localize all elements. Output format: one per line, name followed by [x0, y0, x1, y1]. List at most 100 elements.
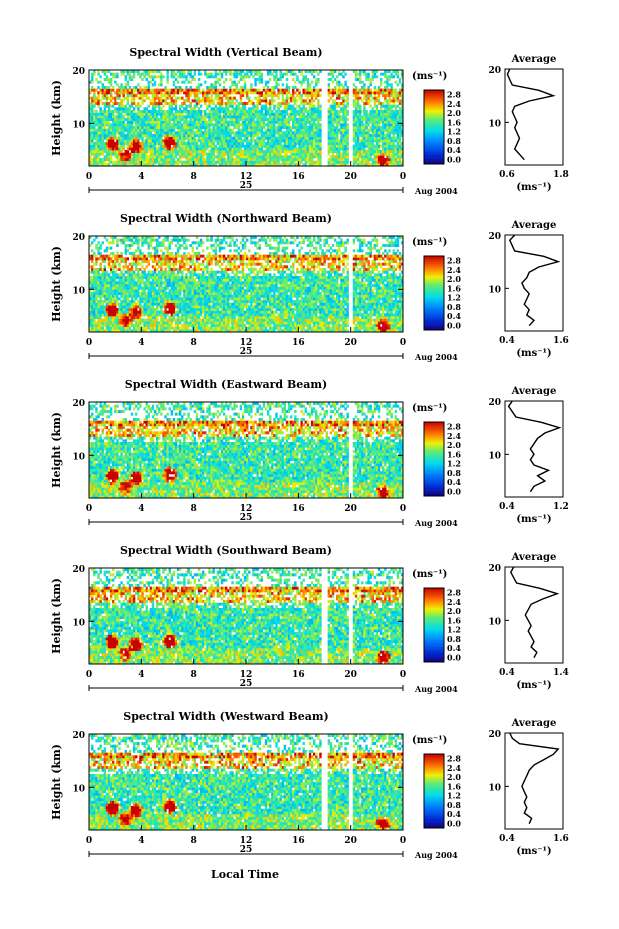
heatmap-cell [124, 107, 127, 111]
heatmap-cell [105, 310, 109, 314]
heatmap-cell [384, 99, 387, 103]
heatmap-cell [356, 158, 360, 161]
heatmap-cell [333, 110, 337, 113]
heatmap-cell [306, 96, 310, 100]
heatmap-cell [95, 262, 98, 266]
heatmap-cell [160, 75, 163, 79]
heatmap-cell [296, 110, 299, 113]
heatmap-cell [193, 126, 197, 129]
heatmap-cell [262, 112, 266, 116]
heatmap-cell [153, 115, 157, 119]
heatmap-cell [143, 91, 146, 95]
heatmap-cell [273, 120, 276, 124]
heatmap-cell [210, 88, 213, 92]
heatmap-cell [340, 126, 343, 129]
heatmap-cell [287, 86, 291, 89]
heatmap-cell [227, 91, 230, 95]
heatmap-cell [116, 260, 119, 263]
heatmap-cell [237, 144, 241, 148]
heatmap-cell [354, 128, 358, 132]
heatmap-cell [103, 70, 107, 73]
heatmap-cell [306, 155, 310, 159]
heatmap-cell [279, 139, 282, 143]
heatmap-cell [386, 118, 389, 121]
heatmap-cell [258, 126, 261, 129]
heatmap-cell [256, 128, 259, 132]
heatmap-cell [164, 86, 167, 89]
heatmap-cell [210, 102, 213, 105]
heatmap-cell [130, 104, 134, 108]
heatmap-cell [379, 158, 383, 161]
heatmap-cell [262, 152, 266, 156]
heatmap-cell [197, 160, 201, 164]
heatmap-cell [218, 144, 222, 148]
heatmap-cell [254, 163, 257, 167]
heatmap-cell [91, 276, 94, 279]
heatmap-cell [109, 265, 113, 269]
heatmap-cell [371, 78, 374, 81]
heatmap-cell [281, 99, 284, 103]
heatmap-cell [162, 120, 165, 124]
heatmap-cell [107, 326, 111, 330]
heatmap-cell [390, 72, 393, 76]
heatmap-cell [252, 91, 255, 95]
heatmap-cell [214, 136, 217, 140]
heatmap-cell [235, 112, 238, 116]
heatmap-cell [363, 142, 366, 145]
colorbar-segment [424, 124, 444, 126]
heatmap-cell [204, 126, 207, 129]
heatmap-cell [308, 142, 312, 145]
heatmap-cell [371, 70, 374, 73]
heatmap-cell [354, 155, 358, 159]
heatmap-cell [118, 139, 121, 143]
heatmap-cell [99, 118, 102, 121]
heatmap-cell [235, 118, 238, 121]
panel-title: Spectral Width (Vertical Beam) [129, 46, 322, 59]
heatmap-cell [279, 163, 282, 167]
heatmap-cell [231, 72, 234, 76]
heatmap-cell [382, 144, 385, 148]
heatmap-cell [97, 112, 100, 116]
heatmap-cell [390, 115, 393, 119]
heatmap-cell [289, 160, 293, 164]
heatmap-cell [132, 260, 136, 263]
heatmap-cell [97, 144, 100, 148]
heatmap-cell [248, 110, 251, 113]
heatmap-cell [181, 80, 184, 84]
heatmap-cell [388, 120, 391, 124]
heatmap-cell [107, 297, 111, 301]
heatmap-cell [258, 118, 261, 121]
heatmap-cell [386, 104, 389, 108]
heatmap-cell [392, 118, 395, 121]
heatmap-cell [336, 163, 339, 167]
heatmap-cell [367, 75, 370, 79]
heatmap-cell [135, 158, 138, 161]
heatmap-cell [277, 152, 280, 156]
heatmap-cell [114, 126, 117, 129]
heatmap-cell [235, 123, 238, 127]
heatmap-cell [174, 78, 178, 81]
heatmap-cell [176, 147, 180, 151]
heatmap-cell [248, 88, 251, 92]
heatmap-cell [162, 94, 165, 97]
heatmap-cell [112, 324, 115, 327]
heatmap-cell [384, 123, 387, 127]
heatmap-cell [174, 142, 178, 145]
heatmap-cell [132, 292, 136, 295]
heatmap-cell [396, 83, 400, 87]
heatmap-cell [281, 75, 284, 79]
heatmap-cell [342, 107, 345, 111]
heatmap-cell [271, 123, 274, 127]
heatmap-cell [103, 289, 107, 293]
heatmap-cell [400, 126, 404, 129]
heatmap-cell [164, 126, 167, 129]
heatmap-cell [283, 134, 287, 137]
heatmap-cell [107, 324, 111, 327]
colorbar-tick-label: 1.6 [447, 117, 461, 127]
heatmap-cell [331, 128, 335, 132]
heatmap-cell [338, 150, 341, 153]
heatmap-cell [283, 123, 287, 127]
heatmap-cell [120, 163, 123, 167]
heatmap-cell [266, 152, 270, 156]
heatmap-cell [197, 134, 201, 137]
